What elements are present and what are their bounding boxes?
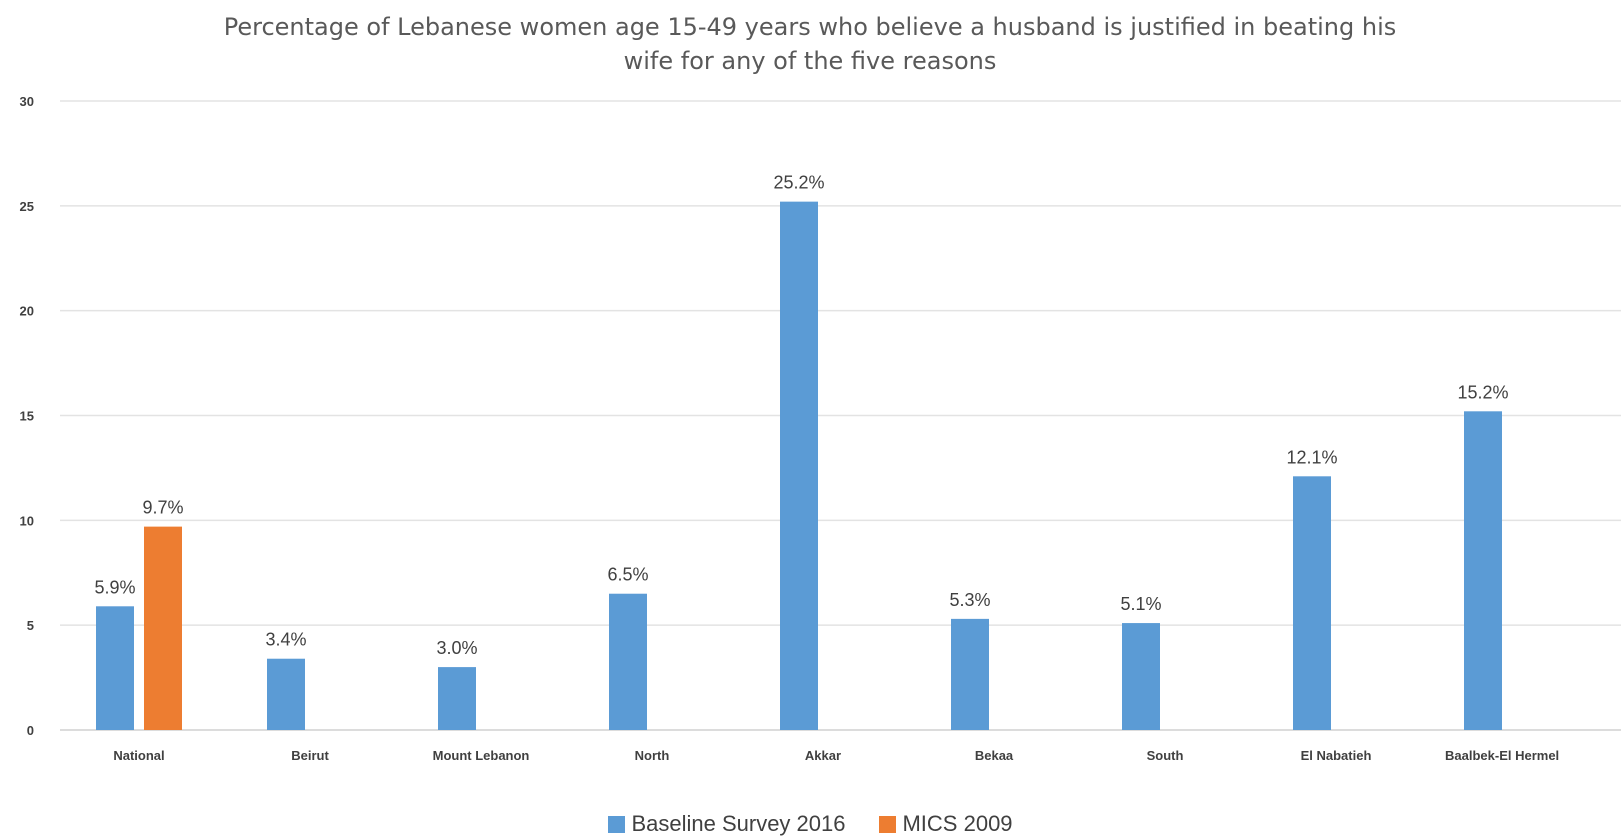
x-tick-label: Mount Lebanon [433,748,530,763]
data-label: 25.2% [773,173,824,193]
y-tick-label: 20 [20,304,34,319]
data-label: 5.3% [949,590,990,610]
bar-baseline-national [96,606,134,730]
bar-baseline-bekaa [951,618,989,730]
bar-baseline-baalbek-el-hermel [1464,411,1502,730]
legend-label-baseline: Baseline Survey 2016 [631,811,846,836]
y-tick-label: 15 [20,409,34,424]
chart-title-line-1: Percentage of Lebanese women age 15-49 y… [223,13,1397,41]
legend-item-baseline: Baseline Survey 2016 [608,811,845,837]
y-tick-label: 25 [20,199,34,214]
y-tick-label: 30 [20,94,34,109]
x-axis-ticks: National Beirut Mount Lebanon North Akkar Bek… [113,748,1559,763]
x-tick-label: Beirut [291,748,329,763]
bar-mics-national [144,526,182,730]
bar-baseline-south [1122,623,1160,730]
y-tick-label: 0 [27,723,34,738]
bar-baseline-el-nabatieh [1293,476,1331,730]
y-axis-ticks: 0 5 10 15 20 25 30 [20,94,34,738]
bar-baseline-mount-lebanon [438,667,476,730]
data-label: 12.1% [1286,447,1337,467]
y-tick-label: 10 [20,513,34,528]
legend-swatch-mics [879,815,897,833]
bar-baseline-north [609,593,647,730]
x-tick-label: Bekaa [975,748,1014,763]
legend-swatch-baseline [608,815,626,833]
data-label: 5.1% [1120,594,1161,614]
data-label: 15.2% [1457,382,1508,402]
data-label: 9.7% [142,498,183,518]
bar-baseline-akkar [780,201,818,730]
y-tick-label: 5 [27,618,34,633]
data-label: 3.0% [436,638,477,658]
data-label: 3.4% [265,630,306,650]
x-tick-label: Akkar [805,748,841,763]
data-labels: 5.9% 9.7% 3.4% 3.0% 6.5% 25.2% 5.3% 5.1% 12.1% 15… [94,173,1508,658]
legend-label-mics: MICS 2009 [902,811,1013,836]
x-tick-label: Baalbek-El Hermel [1445,748,1559,763]
bar-baseline-beirut [267,658,305,730]
gridlines [60,100,1621,731]
x-tick-label: El Nabatieh [1301,748,1372,763]
data-label: 5.9% [94,577,135,597]
legend-item-mics: MICS 2009 [879,811,1013,837]
x-tick-label: National [113,748,164,763]
bars [96,201,1502,730]
data-label: 6.5% [607,565,648,585]
chart-title-line-2: wife for any of the five reasons [623,47,997,75]
x-tick-label: North [635,748,670,763]
legend: Baseline Survey 2016 MICS 2009 [0,811,1621,837]
x-tick-label: South [1147,748,1184,763]
